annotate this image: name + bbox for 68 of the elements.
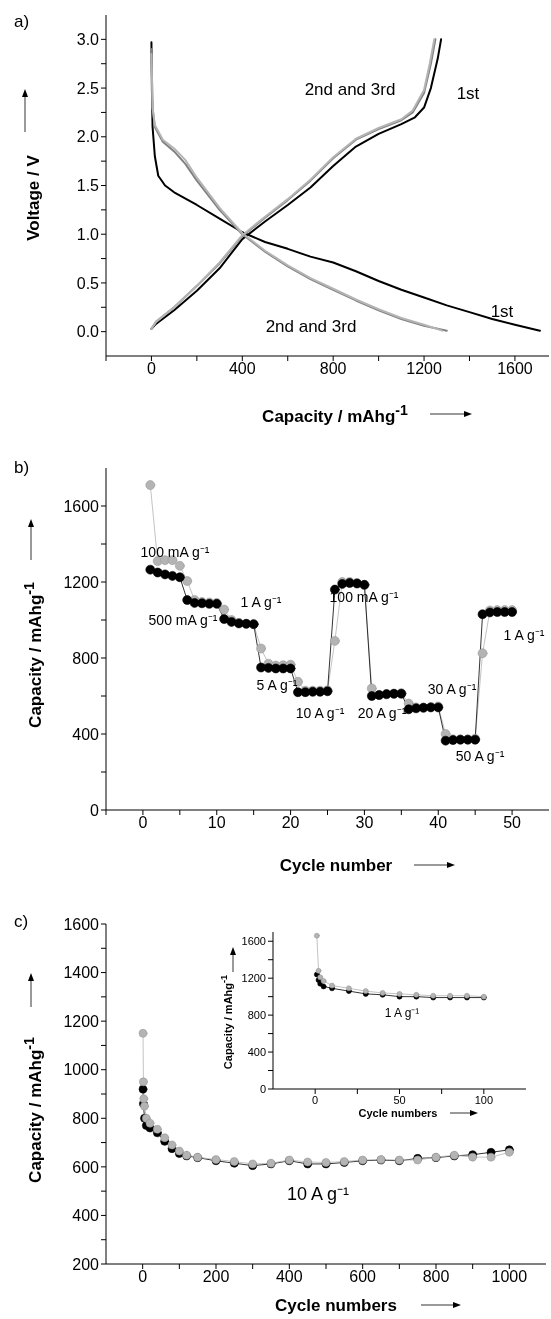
y-tick-label: 200 (72, 1255, 100, 1273)
y-tick-label: 3.0 (76, 31, 100, 49)
annotation: 1st (490, 301, 514, 321)
y-tick-label: 2.0 (76, 128, 100, 146)
x-axis-title: Cycle numbers (358, 1106, 438, 1119)
y-tick-label: 0 (259, 1082, 266, 1095)
y-tick-label: 1000 (63, 1061, 100, 1079)
x-tick-label: 400 (275, 1268, 303, 1286)
y-tick-label: 1.5 (76, 177, 100, 195)
y-tick-label: 800 (72, 1109, 100, 1127)
x-tick-label: 800 (319, 360, 347, 378)
y-tick-label: 800 (72, 649, 100, 667)
y-tick-label: 1400 (63, 964, 100, 982)
x-axis-title: Cycle number (279, 855, 393, 875)
annotation: 10 A g⁻¹ (295, 705, 345, 721)
x-tick-label: 20 (281, 814, 300, 832)
y-tick-label: 1.0 (76, 225, 100, 243)
annotation: 5 A g⁻¹ (256, 677, 298, 693)
annotation: 1st (456, 83, 480, 103)
x-tick-label: 0 (312, 1093, 319, 1106)
annotation: 30 A g⁻¹ (427, 681, 477, 697)
x-tick-label: 1200 (406, 360, 442, 378)
x-tick-label: 100 (474, 1093, 494, 1106)
y-tick-label: 0 (90, 801, 100, 819)
annotation: 1 A g⁻¹ (384, 1006, 420, 1020)
x-tick-label: 1600 (497, 360, 533, 378)
annotation: 100 mA g⁻¹ (329, 589, 399, 605)
y-tick-label: 0.0 (76, 323, 100, 341)
x-tick-label: 50 (503, 814, 522, 832)
x-axis-title: Capacity / mAhg$^{-1}$ (262, 402, 408, 426)
x-tick-label: 1000 (491, 1268, 528, 1286)
annotation: 50 A g⁻¹ (455, 748, 505, 764)
y-tick-label: 600 (72, 1158, 100, 1176)
x-tick-label: 800 (422, 1268, 450, 1286)
y-tick-label: 400 (247, 1045, 266, 1058)
chart-title: a) (14, 12, 30, 32)
x-axis-title: Cycle numbers (275, 1295, 397, 1315)
annotation: 1 A g⁻¹ (240, 594, 282, 610)
chart-title: c) (14, 912, 29, 932)
x-tick-label: 40 (429, 814, 448, 832)
chart-title: b) (14, 458, 30, 478)
annotation: 20 A g⁻¹ (357, 705, 407, 721)
annotation: 10 A g⁻¹ (286, 1184, 350, 1204)
x-tick-label: 50 (393, 1093, 406, 1106)
x-tick-label: 10 (207, 814, 226, 832)
y-tick-label: 1600 (63, 915, 100, 933)
x-tick-label: 0 (138, 814, 148, 832)
annotation: 500 mA g⁻¹ (148, 612, 218, 628)
y-axis-title: Voltage / V (23, 155, 43, 241)
y-tick-label: 1200 (63, 573, 100, 591)
y-tick-label: 1600 (241, 935, 266, 948)
x-tick-label: 600 (349, 1268, 377, 1286)
x-tick-label: 0 (138, 1268, 148, 1286)
x-tick-label: 0 (146, 360, 156, 378)
y-tick-label: 400 (72, 1207, 100, 1225)
y-tick-label: 1200 (63, 1012, 100, 1030)
annotation: 100 mA g⁻¹ (140, 544, 210, 560)
annotation: 2nd and 3rd (304, 79, 396, 99)
y-tick-label: 800 (247, 1009, 266, 1022)
y-tick-label: 1600 (63, 497, 100, 515)
annotation: 1 A g⁻¹ (503, 627, 545, 643)
x-tick-label: 200 (202, 1268, 230, 1286)
y-tick-label: 0.5 (76, 274, 100, 292)
annotation: 2nd and 3rd (265, 316, 357, 336)
x-tick-label: 30 (355, 814, 374, 832)
y-tick-label: 400 (72, 725, 100, 743)
y-tick-label: 1200 (241, 972, 266, 985)
y-tick-label: 2.5 (76, 79, 100, 97)
